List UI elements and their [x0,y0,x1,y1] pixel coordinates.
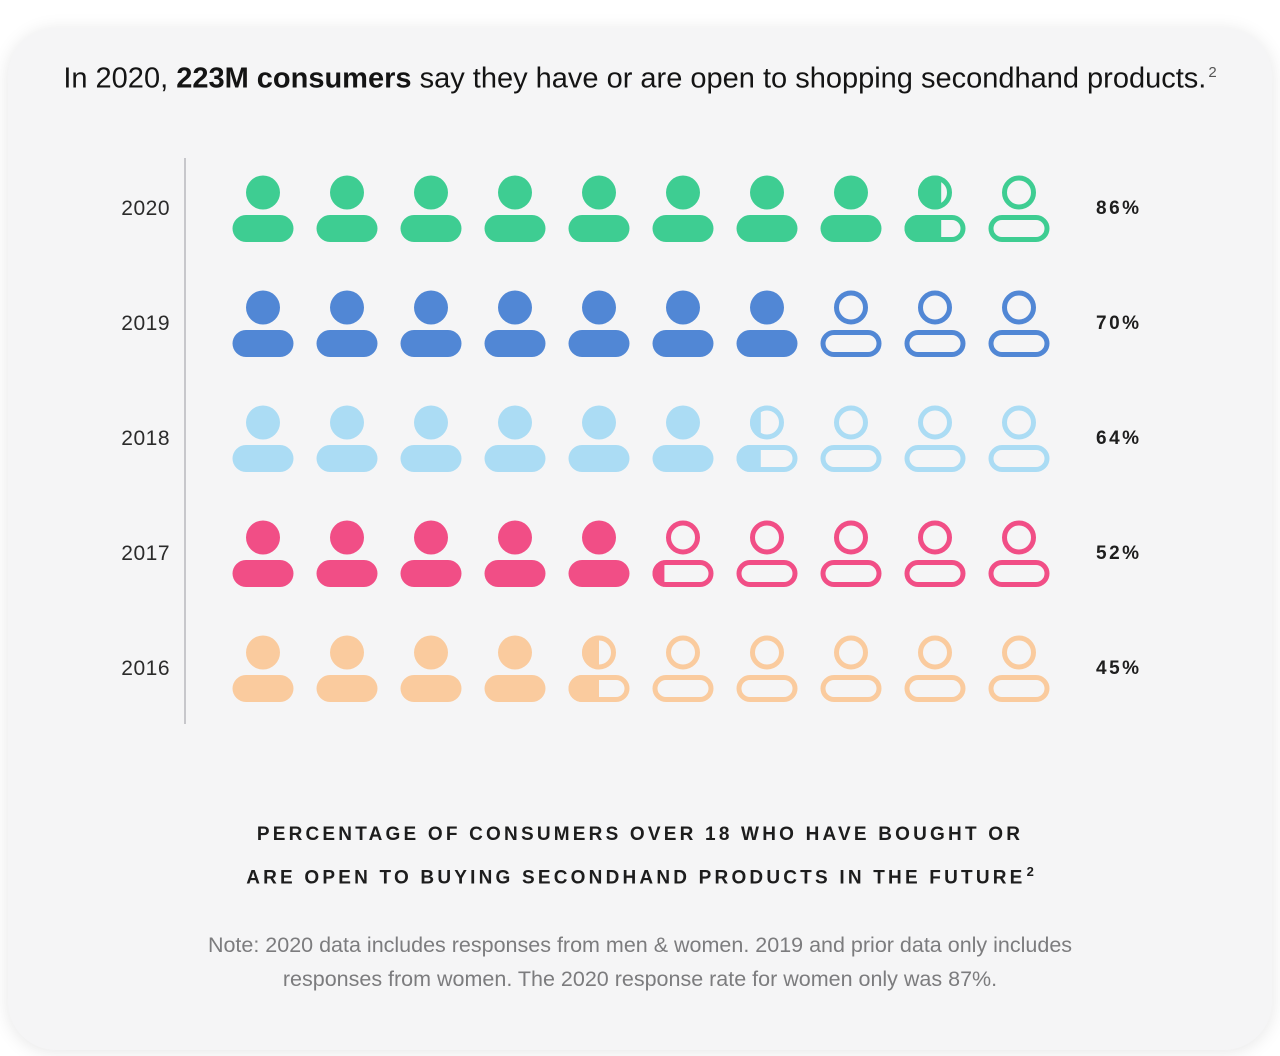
person-icon-full [484,635,546,703]
infographic-card: In 2020, 223M consumers say they have or… [8,28,1272,1050]
chart-title: In 2020, 223M consumers say they have or… [8,50,1272,102]
person-icon-full [568,290,630,358]
person-icon-full [400,405,462,473]
title-prefix: In 2020, [63,62,177,95]
person-icon-full [484,405,546,473]
chart-caption: PERCENTAGE OF CONSUMERS OVER 18 WHO HAVE… [8,816,1272,896]
person-icon-full [316,290,378,358]
person-icon-empty [904,405,966,473]
caption-line-2: ARE OPEN TO BUYING SECONDHAND PRODUCTS I… [246,866,1026,888]
person-icon-full [232,175,294,243]
icon-track [232,405,1050,473]
icon-track [232,175,1050,243]
percent-label: 45% [1096,658,1142,680]
person-icon-empty [736,635,798,703]
chart-row-2016: 2016 45% [8,612,1272,727]
person-icon-full [568,175,630,243]
person-icon-full [736,175,798,243]
person-icon-full [652,175,714,243]
person-icon-full [232,405,294,473]
person-icon-full [652,290,714,358]
percent-label: 52% [1096,543,1142,565]
person-icon-partial [904,175,966,243]
chart-row-2017: 2017 52% [8,497,1272,612]
person-icon-full [652,405,714,473]
person-icon-partial [652,520,714,588]
person-icon-full [232,635,294,703]
percent-label: 86% [1096,198,1142,220]
person-icon-empty [820,290,882,358]
year-label: 2019 [121,312,170,336]
icon-track [232,635,1050,703]
percent-label: 70% [1096,313,1142,335]
person-icon-empty [652,635,714,703]
year-label: 2018 [121,427,170,451]
title-suffix: say they have or are open to shopping se… [411,62,1207,95]
person-icon-empty [904,520,966,588]
year-label: 2016 [121,657,170,681]
person-icon-full [736,290,798,358]
title-footnote-marker: 2 [1208,64,1217,81]
person-icon-full [316,635,378,703]
person-icon-empty [820,635,882,703]
icon-track [232,520,1050,588]
year-label: 2017 [121,542,170,566]
caption-line-1: PERCENTAGE OF CONSUMERS OVER 18 WHO HAVE… [256,823,1024,845]
person-icon-full [400,175,462,243]
person-icon-empty [736,520,798,588]
person-icon-empty [904,635,966,703]
person-icon-empty [820,520,882,588]
person-icon-full [316,405,378,473]
year-label: 2020 [121,197,170,221]
axis-line [184,157,186,724]
person-icon-full [232,520,294,588]
chart-row-2018: 2018 64% [8,382,1272,497]
caption-footnote-marker: 2 [1026,863,1034,879]
chart-row-2019: 2019 70% [8,267,1272,382]
person-icon-full [484,520,546,588]
person-icon-full [232,290,294,358]
person-icon-full [400,290,462,358]
person-icon-empty [988,290,1050,358]
chart-row-2020: 2020 86% [8,152,1272,267]
person-icon-empty [820,405,882,473]
person-icon-full [568,520,630,588]
person-icon-full [484,290,546,358]
person-icon-full [400,520,462,588]
icon-track [232,290,1050,358]
person-icon-full [316,175,378,243]
person-icon-partial [736,405,798,473]
person-icon-full [316,520,378,588]
person-icon-partial [568,635,630,703]
person-icon-empty [988,405,1050,473]
person-icon-full [400,635,462,703]
person-icon-full [820,175,882,243]
person-icon-empty [988,635,1050,703]
pictogram-chart: 2020 86% 2019 70% 2018 64% 2017 52% 2016 45% [8,152,1272,764]
person-icon-empty [988,175,1050,243]
person-icon-empty [904,290,966,358]
person-icon-full [484,175,546,243]
person-icon-empty [988,520,1050,588]
title-bold-figure: 223M consumers [176,62,412,95]
chart-rows: 2020 86% 2019 70% 2018 64% 2017 52% 2016 45% [8,152,1272,727]
percent-label: 64% [1096,428,1142,450]
chart-note: Note: 2020 data includes responses from … [207,932,1073,991]
person-icon-full [568,405,630,473]
